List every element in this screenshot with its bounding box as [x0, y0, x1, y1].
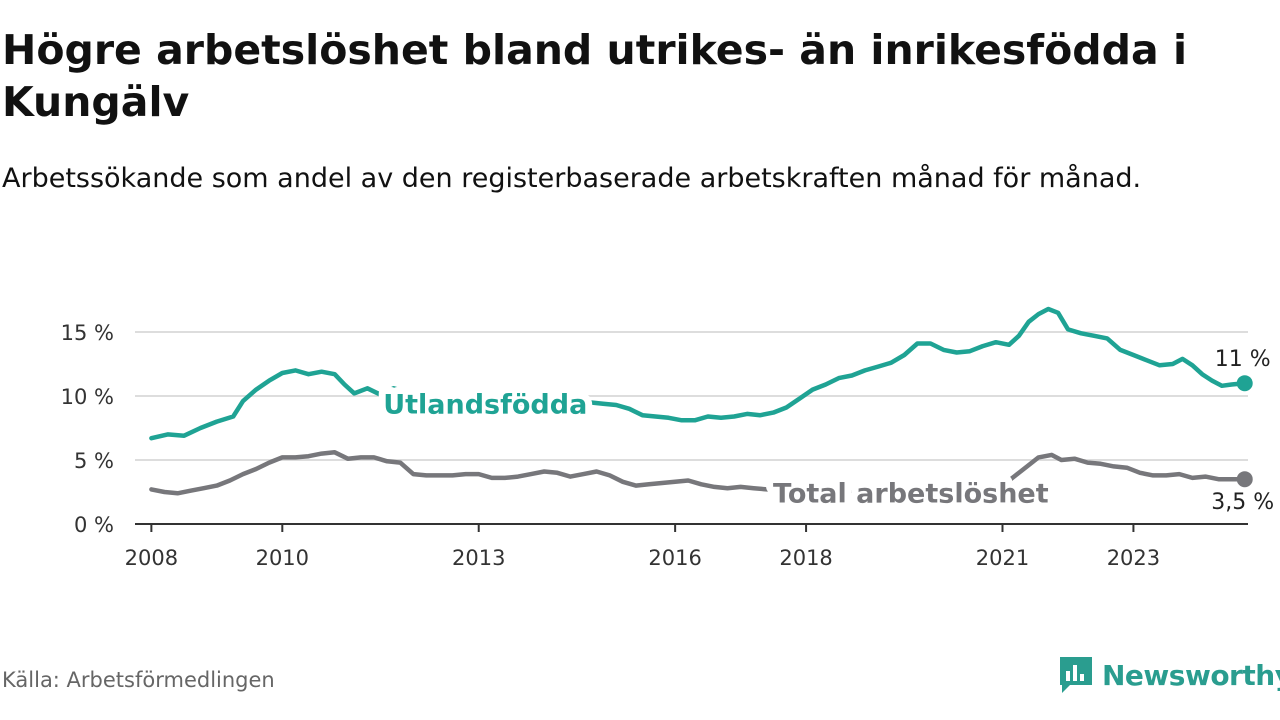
chart-title: Högre arbetslöshet bland utrikes- än inr… [2, 26, 1187, 126]
x-tick-label: 2010 [256, 546, 309, 570]
series-line-utlandsfodda [149, 306, 1247, 441]
series-label-total: Total arbetslöshet [773, 478, 1049, 509]
y-tick-label: 5 % [74, 449, 114, 473]
series-end-label: 3,5 % [1211, 490, 1274, 515]
x-tick-label: 2013 [452, 546, 505, 570]
chart-subtitle: Arbetssökande som andel av den registerb… [2, 163, 1142, 194]
x-tick-label: 2021 [976, 546, 1029, 570]
gridlines [135, 331, 1248, 461]
series-end-label: 11 % [1215, 347, 1271, 372]
y-tick-label: 10 % [61, 385, 114, 409]
y-tick-label: 15 % [61, 321, 114, 345]
y-tick-label: 0 % [74, 513, 114, 537]
x-tick-label: 2016 [648, 546, 701, 570]
axes: 0 % 5 % 10 % 15 % 2008 2010 2013 2016 2018 2021 20… [61, 321, 1248, 570]
x-tick-label: 2018 [779, 546, 832, 570]
line-chart: 0 % 5 % 10 % 15 % 2008 2010 2013 2016 2018 2021 20… [61, 306, 1274, 570]
series-end-point [1236, 471, 1253, 488]
labels: 11 % 3,5 % Utlandsfödda Total arbetslöshet [376, 347, 1274, 516]
brand-name: Newsworthy [1102, 658, 1280, 692]
series-line-total [149, 450, 1247, 496]
series-end-point [1236, 375, 1253, 392]
brand-logo[interactable]: Newsworthy [1058, 654, 1280, 696]
x-tick-label: 2008 [125, 546, 178, 570]
source-note: Källa: Arbetsförmedlingen [2, 668, 275, 692]
x-tick-label: 2023 [1107, 546, 1160, 570]
newsworthy-logo-icon [1060, 657, 1092, 693]
series-label-utlandsfodda: Utlandsfödda [383, 390, 587, 421]
series-lines [149, 306, 1253, 496]
